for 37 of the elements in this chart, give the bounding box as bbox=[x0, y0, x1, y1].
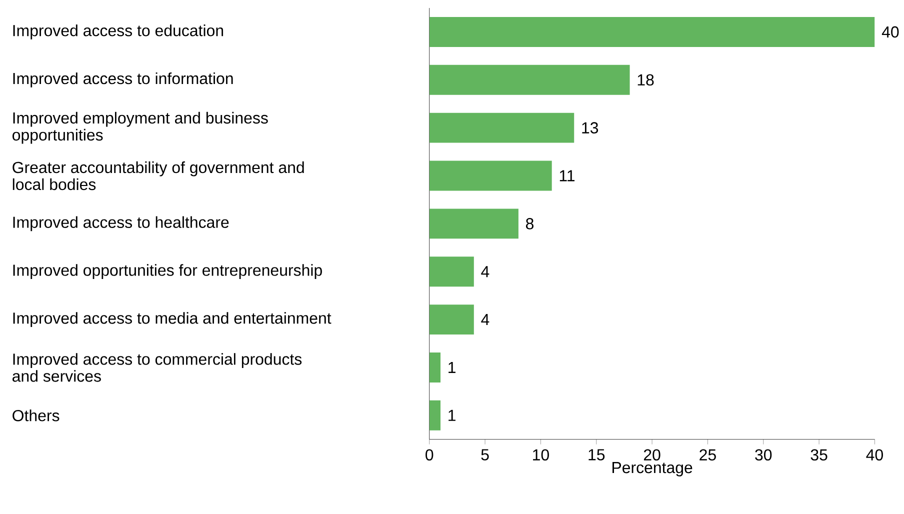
y-tick-label: Improved access to commercial products and services bbox=[12, 352, 302, 382]
x-tick-label: 0 bbox=[426, 449, 434, 460]
data-label: 4 bbox=[481, 314, 490, 325]
x-tick-label: 35 bbox=[810, 449, 828, 460]
data-label: 4 bbox=[481, 266, 490, 277]
y-tick-label: Improved access to media and entertainment bbox=[13, 312, 332, 327]
bar bbox=[429, 304, 474, 334]
y-tick-label: Greater accountability of government and local bodies bbox=[12, 161, 304, 190]
x-tick-label: 15 bbox=[588, 449, 605, 460]
data-label: 1 bbox=[448, 410, 456, 421]
data-label: 11 bbox=[560, 170, 574, 182]
bar bbox=[429, 16, 875, 47]
y-tick-label: Improved employment and business opportunities bbox=[12, 112, 268, 144]
x-tick-label: 20 bbox=[644, 449, 660, 460]
x-tick-label: 40 bbox=[866, 449, 883, 460]
y-tick-label: Improved access to education bbox=[13, 24, 224, 40]
data-label: 8 bbox=[526, 218, 534, 230]
data-label: 13 bbox=[582, 122, 598, 134]
data-label: 1 bbox=[448, 362, 456, 373]
y-tick-label: Improved access to healthcare bbox=[13, 216, 229, 232]
y-tick-label: Improved access to information bbox=[13, 72, 233, 88]
x-tick-label: 5 bbox=[481, 449, 489, 460]
bar bbox=[429, 64, 630, 95]
x-tick-label: 30 bbox=[755, 449, 772, 460]
x-tick-label: 25 bbox=[700, 449, 716, 460]
y-tick-label: Improved opportunities for entrepreneurship bbox=[13, 264, 322, 279]
bar bbox=[429, 160, 552, 191]
x-tick-label: 10 bbox=[533, 449, 549, 460]
bar bbox=[429, 256, 474, 286]
y-tick-label: Others bbox=[12, 409, 60, 422]
bar bbox=[429, 400, 441, 430]
bar bbox=[429, 208, 518, 239]
bar bbox=[429, 352, 441, 382]
data-label: 18 bbox=[638, 74, 654, 86]
x-axis-title: Percentage bbox=[612, 462, 692, 476]
data-label: 40 bbox=[882, 26, 899, 38]
bar bbox=[429, 112, 574, 143]
